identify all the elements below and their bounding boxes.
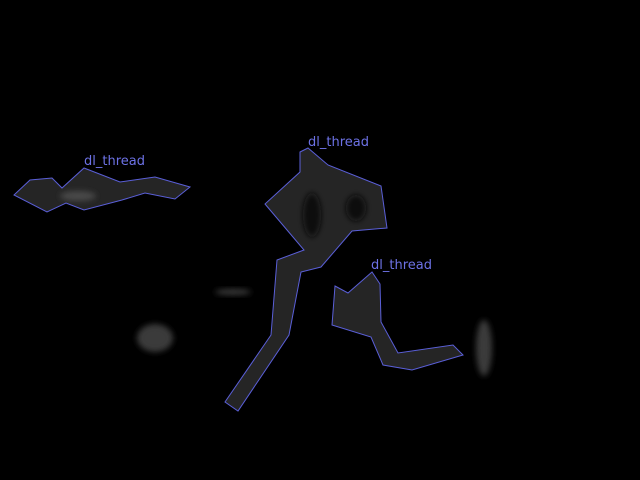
region-shadow <box>346 195 366 221</box>
thread-region-center: dl_thread <box>224 135 388 412</box>
unlabelled-streak <box>215 289 251 295</box>
unlabelled-blob-left <box>137 324 173 352</box>
region-fill <box>332 272 463 370</box>
region-outline <box>224 147 388 412</box>
unlabelled-blob-right <box>476 320 492 376</box>
region-fill <box>14 168 190 212</box>
region-label: dl_thread <box>371 258 432 273</box>
region-outline <box>13 167 192 213</box>
thread-region-right: dl_thread <box>331 258 464 371</box>
unlabelled-blob-top <box>201 14 229 22</box>
region-shadow <box>303 193 321 237</box>
thread-region-left: dl_thread <box>13 154 192 213</box>
region-highlight <box>60 191 96 201</box>
region-label: dl_thread <box>308 135 369 150</box>
region-fill <box>225 148 387 411</box>
region-outline <box>331 271 464 371</box>
region-label: dl_thread <box>84 154 145 169</box>
